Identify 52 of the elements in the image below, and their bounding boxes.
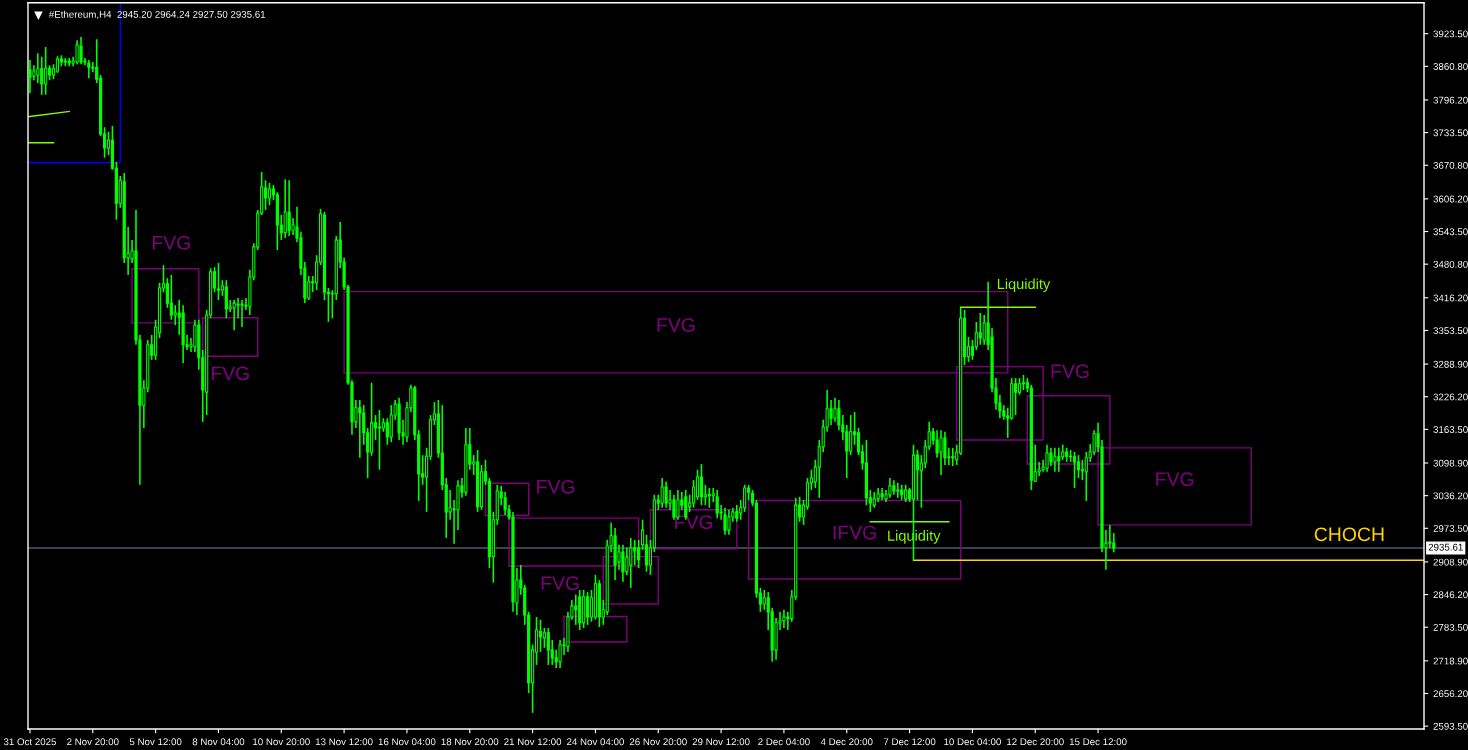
annotation: FVG — [152, 235, 190, 250]
y-tick-label: 2846.20 — [1433, 591, 1468, 599]
y-tick-label: 2656.20 — [1433, 690, 1468, 698]
y-tick-label: 3796.20 — [1433, 96, 1468, 104]
annotation: FVG — [541, 576, 579, 591]
x-tick-label: 13 Nov 12:00 — [315, 738, 373, 746]
x-tick-label: 10 Dec 04:00 — [944, 738, 1001, 746]
x-tick-label: 2 Nov 20:00 — [67, 738, 119, 746]
x-tick-label: 26 Nov 20:00 — [629, 738, 687, 746]
series-label: IFVG — [833, 525, 876, 540]
x-tick-label: 8 Nov 04:00 — [192, 738, 245, 746]
y-tick-label: 3098.90 — [1433, 459, 1468, 467]
ref-line-label: 2935.61 — [1428, 543, 1463, 551]
y-tick-label: 2973.50 — [1433, 525, 1468, 532]
x-tick-label: 5 Nov 12:00 — [129, 738, 182, 746]
y-tick-label: 3606.20 — [1433, 195, 1468, 203]
x-tick-label: 2 Dec 04:00 — [758, 738, 810, 746]
x-tick-label: 31 Oct 2025 — [3, 738, 57, 746]
series-label: FVG — [675, 515, 713, 529]
y-tick-label: 3670.80 — [1433, 161, 1468, 169]
y-tick-label: 3226.20 — [1433, 393, 1468, 401]
x-tick-label: 12 Dec 20:00 — [1007, 738, 1064, 746]
y-tick-label: 3480.80 — [1433, 260, 1468, 268]
y-tick-label: 2593.50 — [1433, 722, 1468, 730]
series-label: FVG — [1156, 472, 1194, 487]
x-tick-label: 10 Nov 20:00 — [253, 738, 310, 746]
x-tick-label: 29 Nov 12:00 — [692, 738, 750, 746]
x-tick-label: 16 Nov 04:00 — [378, 738, 436, 746]
annotation: FVG — [211, 366, 249, 381]
x-tick-label: 24 Nov 04:00 — [567, 738, 624, 746]
y-tick-label: 3416.20 — [1433, 294, 1468, 302]
annotation: Liquidity — [997, 278, 1051, 292]
y-tick-label: 3353.50 — [1433, 327, 1468, 335]
x-tick-label: 21 Nov 12:00 — [504, 738, 562, 746]
y-tick-label: 3288.90 — [1433, 360, 1468, 368]
annotation: CHOCH — [1314, 527, 1384, 542]
y-tick-label: 3163.50 — [1433, 426, 1468, 433]
y-tick-label: 3543.50 — [1433, 228, 1468, 236]
y-tick-label: 3923.50 — [1433, 30, 1468, 38]
annotation: FVG — [537, 479, 575, 494]
y-tick-label: 3860.80 — [1433, 63, 1468, 70]
series-label: FVG — [657, 318, 695, 332]
y-tick-label: 3036.20 — [1433, 492, 1468, 500]
x-tick-label: 15 Dec 12:00 — [1069, 738, 1127, 746]
x-tick-label: 7 Dec 12:00 — [883, 738, 936, 746]
x-tick-label: 4 Dec 20:00 — [820, 738, 873, 746]
y-tick-label: 2783.50 — [1433, 623, 1468, 631]
y-tick-label: 2718.90 — [1433, 657, 1468, 665]
y-tick-label: 2908.90 — [1433, 558, 1468, 566]
y-tick-label: 3733.50 — [1433, 129, 1468, 137]
x-tick-label: 18 Nov 20:00 — [441, 738, 499, 746]
annotation: FVG — [1051, 364, 1089, 379]
